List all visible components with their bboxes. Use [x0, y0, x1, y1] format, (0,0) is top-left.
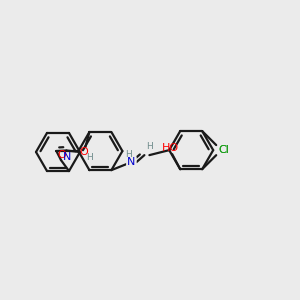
Text: Cl: Cl [219, 145, 230, 155]
Text: N: N [127, 157, 136, 167]
Text: H: H [146, 142, 153, 151]
Text: Cl: Cl [219, 145, 230, 155]
Text: O: O [79, 147, 88, 157]
Text: H: H [125, 150, 132, 159]
Text: O: O [58, 150, 66, 160]
Text: HO: HO [162, 143, 179, 153]
Text: H: H [86, 152, 93, 161]
Text: N: N [63, 152, 72, 161]
